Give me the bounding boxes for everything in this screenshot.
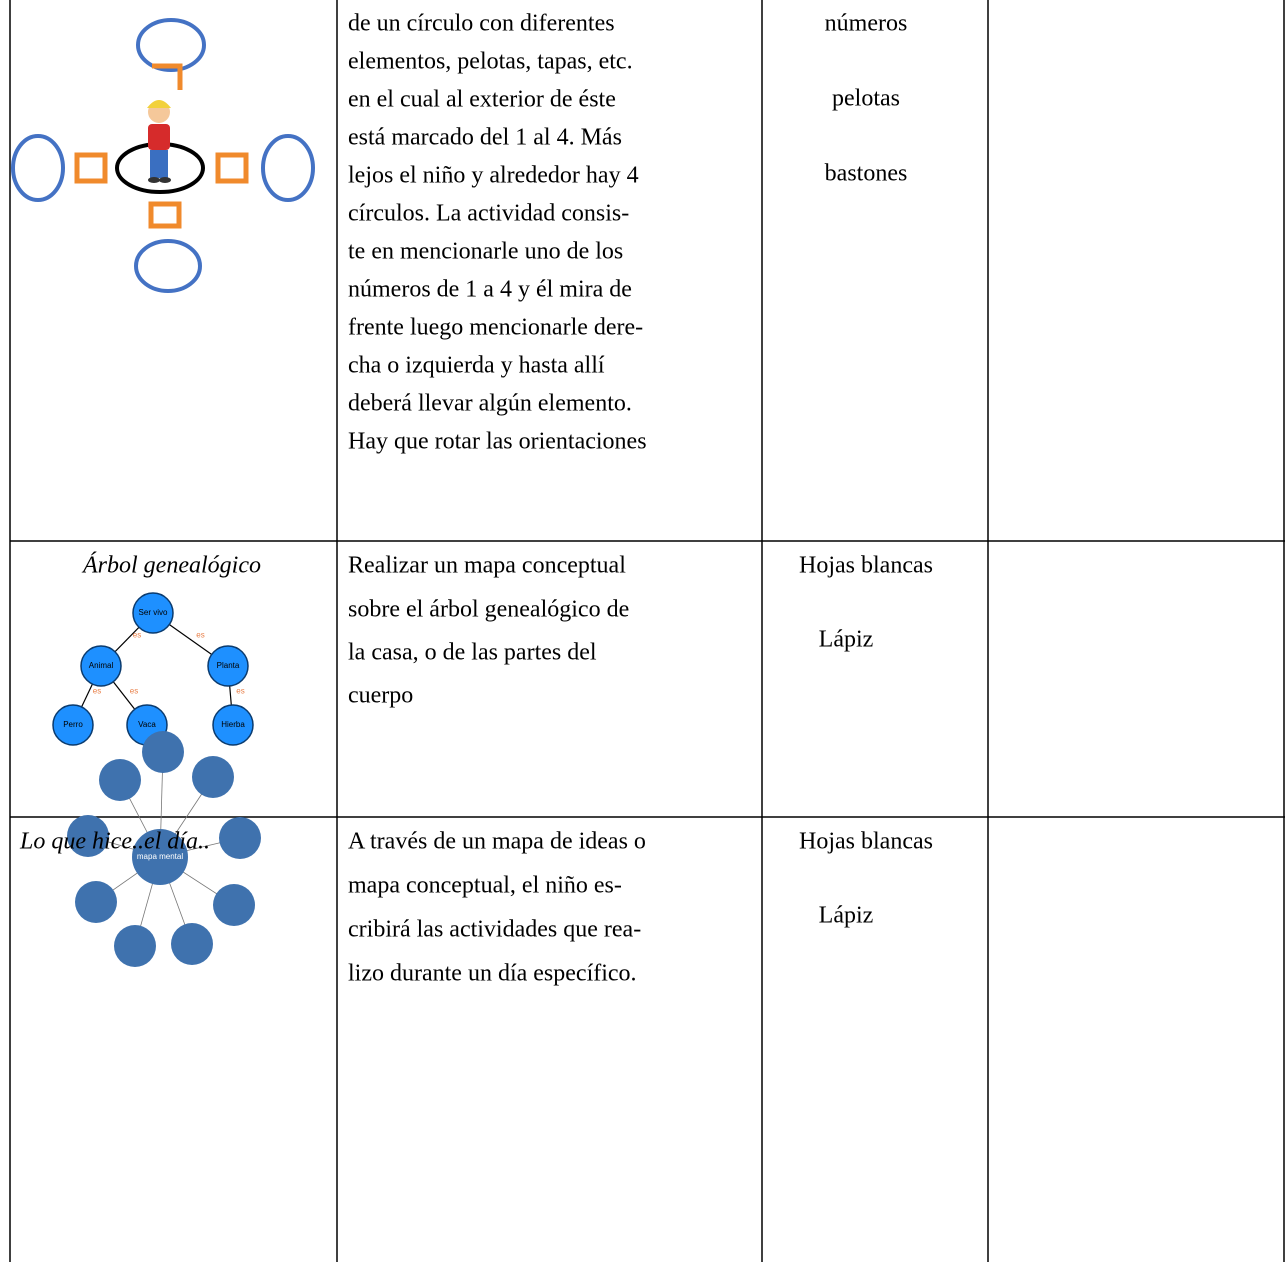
child-foot	[159, 177, 171, 183]
circle	[261, 134, 315, 202]
tree-node	[80, 645, 122, 687]
tree-node	[212, 704, 254, 746]
map-node	[213, 884, 255, 926]
child-body	[148, 124, 170, 150]
description-line: frente luego mencionarle dere-	[348, 315, 643, 341]
node-label: Vaca	[138, 720, 156, 729]
description-line: sobre el árbol genealógico de	[348, 597, 629, 623]
description-line: cuerpo	[348, 683, 413, 709]
tree-node	[132, 592, 174, 634]
node-label: Hierba	[221, 720, 245, 729]
orientation-figure	[11, 18, 315, 293]
material: Hojas blancas	[799, 829, 933, 855]
description-line: en el cual al exterior de éste	[348, 87, 616, 113]
description-line: cha o izquierda y hasta allí	[348, 353, 605, 379]
table-borders	[9, 0, 1285, 1262]
child-hair	[147, 100, 171, 108]
square	[74, 152, 108, 184]
description-line: está marcado del 1 al 4. Más	[348, 125, 622, 151]
child-foot	[148, 177, 160, 183]
mind-map: mapa mental	[67, 731, 261, 967]
circle	[136, 18, 206, 72]
description-line: cribirá las actividades que rea-	[348, 917, 641, 943]
material: Hojas blancas	[799, 553, 933, 579]
edge-label: es	[130, 687, 138, 696]
tree-diagram: es es es es es Ser vivo Animal Planta Perro Vaca H…	[52, 592, 254, 746]
square	[215, 152, 249, 184]
square	[148, 201, 182, 229]
node-label: Planta	[217, 661, 240, 670]
map-node	[142, 731, 184, 773]
node-label: Perro	[63, 720, 83, 729]
node-label: Animal	[89, 661, 114, 670]
activity-title: Lo que hice..el día..	[19, 829, 210, 855]
map-center-label: mapa mental	[137, 852, 183, 861]
description-line: te en mencionarle uno de los	[348, 239, 623, 265]
child-legs	[150, 150, 168, 178]
node-label: Ser vivo	[139, 608, 168, 617]
description-line: elementos, pelotas, tapas, etc.	[348, 49, 633, 75]
material: Lápiz	[819, 627, 874, 653]
edge-label: es	[93, 687, 101, 696]
tree-node	[52, 704, 94, 746]
description-line: Hay que rotar las orientaciones	[348, 429, 647, 455]
description-line: mapa conceptual, el niño es-	[348, 873, 622, 899]
tree-node	[207, 645, 249, 687]
edge-label: es	[133, 631, 141, 640]
edge-label: es	[196, 631, 204, 640]
activity-title: Árbol genealógico	[81, 553, 261, 579]
map-node	[219, 817, 261, 859]
description-line: A través de un mapa de ideas o	[348, 829, 646, 855]
map-node	[192, 756, 234, 798]
description-line: deberá llevar algún elemento.	[348, 391, 632, 417]
circle	[11, 134, 65, 202]
material: pelotas	[832, 86, 900, 112]
map-node	[67, 815, 109, 857]
material: Lápiz	[819, 903, 874, 929]
map-node	[99, 759, 141, 801]
material: bastones	[825, 161, 908, 187]
map-node	[171, 923, 213, 965]
description-line: de un círculo con diferentes	[348, 11, 615, 37]
material: números	[825, 11, 908, 37]
edge-label: es	[236, 687, 244, 696]
description-line: círculos. La actividad consis-	[348, 201, 629, 227]
description-line: Realizar un mapa conceptual	[348, 553, 626, 579]
bracket	[152, 63, 183, 90]
map-center	[132, 829, 188, 885]
circle	[134, 239, 202, 293]
description-line: lizo durante un día específico.	[348, 961, 637, 987]
description-line: números de 1 a 4 y él mira de	[348, 277, 632, 303]
map-node	[114, 925, 156, 967]
description-line: la casa, o de las partes del	[348, 640, 597, 666]
map-node	[75, 881, 117, 923]
description-line: lejos el niño y alrededor hay 4	[348, 163, 639, 189]
